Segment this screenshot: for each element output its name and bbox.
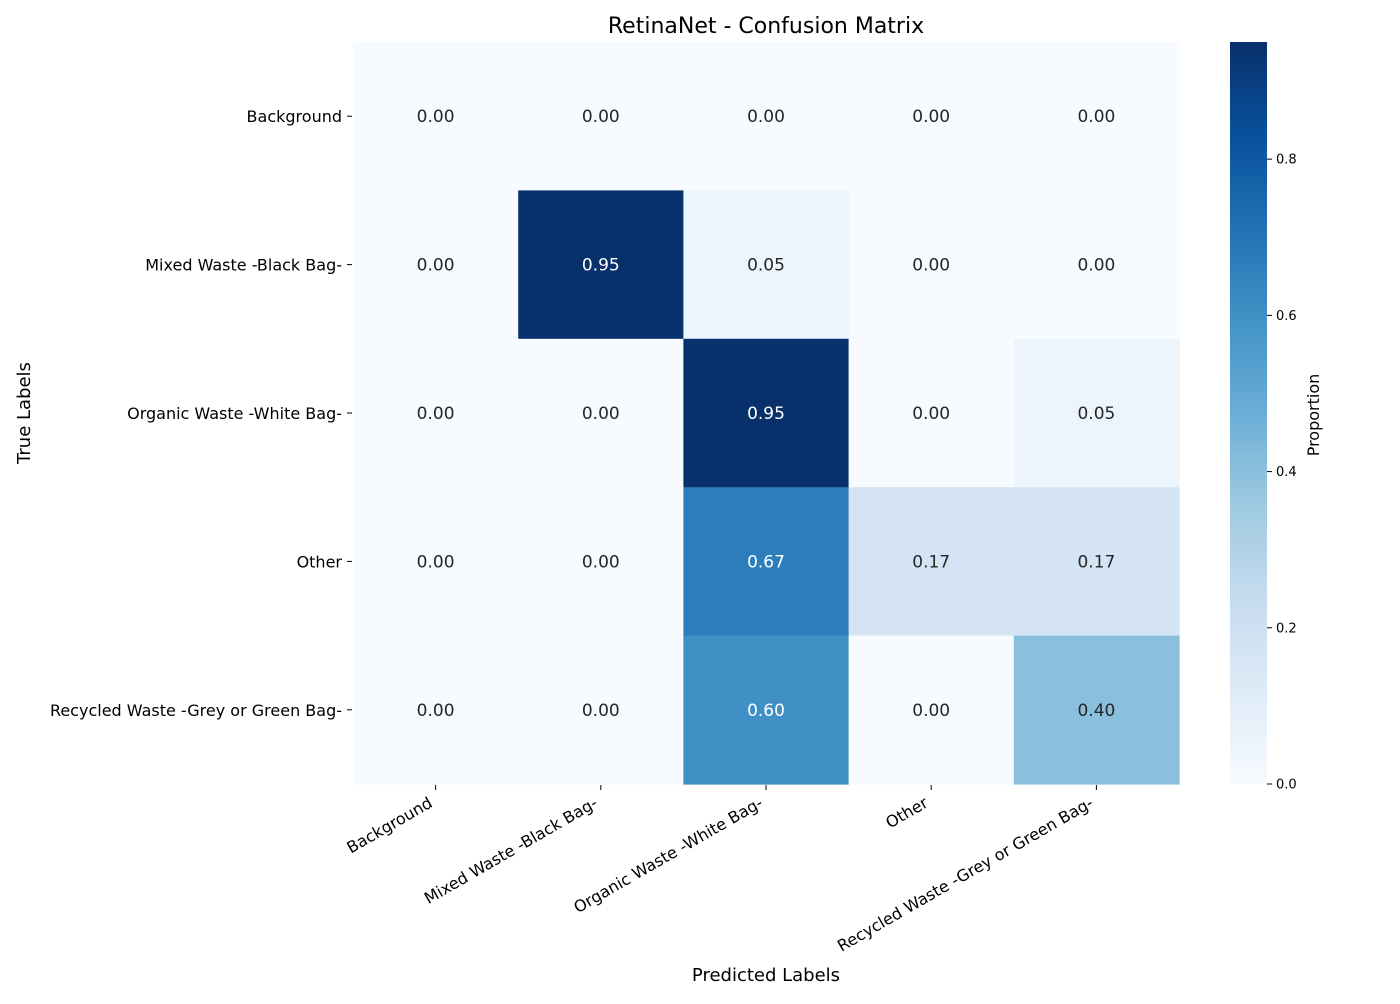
heatmap-cell [1013,635,1180,785]
heatmap-cells [353,42,1180,785]
cell-value-label: 0.00 [912,701,950,721]
cell-value-label: 0.00 [1077,107,1115,127]
heatmap-cell [1013,487,1180,637]
heatmap-cell [518,635,684,785]
heatmap-cell [1013,190,1180,340]
heatmap-cell [518,190,684,340]
y-axis-label: True Labels [14,362,35,465]
cell-value-label: 0.05 [1077,404,1115,424]
cell-value-label: 0.00 [582,404,620,424]
x-tick-label: Other [882,793,931,832]
cell-value-label: 0.17 [912,552,950,572]
cell-value-label: 0.00 [417,552,455,572]
cell-value-label: 0.00 [912,107,950,127]
colorbar-tick-label: 0.6 [1276,309,1297,324]
cell-value-label: 0.67 [747,552,785,572]
heatmap-cell [353,487,519,637]
colorbar-ticks: 0.0 0.2 0.4 0.6 0.8 [1267,153,1297,793]
colorbar-tick-label: 0.8 [1276,153,1297,168]
heatmap-cell [683,635,850,785]
heatmap-cell [353,190,519,340]
x-tick-label: Mixed Waste -Black Bag- [421,793,601,908]
y-tick-label: Mixed Waste -Black Bag- [145,256,342,275]
colorbar: 0.0 0.2 0.4 0.6 0.8 Proportion [1230,42,1323,793]
y-tick-label: Other [297,552,343,571]
cell-value-label: 0.00 [582,107,620,127]
heatmap-cell [683,338,850,488]
cell-value-label: 0.00 [747,107,785,127]
heatmap-cell [683,42,850,191]
heatmap-cell [518,338,684,488]
heatmap-cell [848,42,1015,191]
cell-value-label: 0.00 [417,107,455,127]
colorbar-tick-label: 0.2 [1276,621,1297,636]
chart-title: RetinaNet - Confusion Matrix [608,14,924,39]
cell-value-label: 0.95 [582,256,620,276]
colorbar-tick-label: 0.0 [1276,778,1297,793]
colorbar-tick-label: 0.4 [1276,465,1297,480]
cell-value-label: 0.40 [1077,701,1115,721]
heatmap-cell [353,338,519,488]
heatmap-cell [848,338,1015,488]
heatmap-cell [518,42,684,191]
cell-value-label: 0.00 [582,552,620,572]
cell-value-label: 0.00 [582,701,620,721]
heatmap-cell [518,487,684,637]
x-tick-label: Organic Waste -White Bag- [570,793,766,917]
heatmap-cell [1013,338,1180,488]
cell-value-label: 0.17 [1077,552,1115,572]
cell-value-label: 0.00 [912,256,950,276]
heatmap-cell [353,42,519,191]
heatmap-cell [848,487,1015,637]
x-axis-label: Predicted Labels [692,965,840,986]
heatmap-cell-labels: 0.00 0.00 0.00 0.00 0.00 0.00 0.95 0.05 0.00 0.00… [417,107,1116,721]
heatmap-cell [848,635,1015,785]
colorbar-gradient [1230,42,1267,784]
cell-value-label: 0.00 [417,256,455,276]
y-tick-label: Organic Waste -White Bag- [127,404,342,423]
cell-value-label: 0.00 [417,404,455,424]
cell-value-label: 0.00 [417,701,455,721]
cell-value-label: 0.00 [912,404,950,424]
heatmap-cell [848,190,1015,340]
y-tick-label: Recycled Waste -Grey or Green Bag- [50,701,342,720]
colorbar-label: Proportion [1304,374,1323,457]
y-tick-label: Background [247,107,342,126]
x-tick-label: Background [343,793,435,857]
y-axis-ticks: Background Mixed Waste -Black Bag- Organic… [50,107,352,720]
heatmap-cell [1013,42,1180,191]
heatmap-cell [353,635,519,785]
heatmap-cell [683,487,850,637]
heatmap-cell [683,190,850,340]
x-tick-label: Recycled Waste -Grey or Green Bag- [834,793,1096,955]
cell-value-label: 0.05 [747,256,785,276]
cell-value-label: 0.95 [747,404,785,424]
cell-value-label: 0.60 [747,701,785,721]
cell-value-label: 0.00 [1077,256,1115,276]
